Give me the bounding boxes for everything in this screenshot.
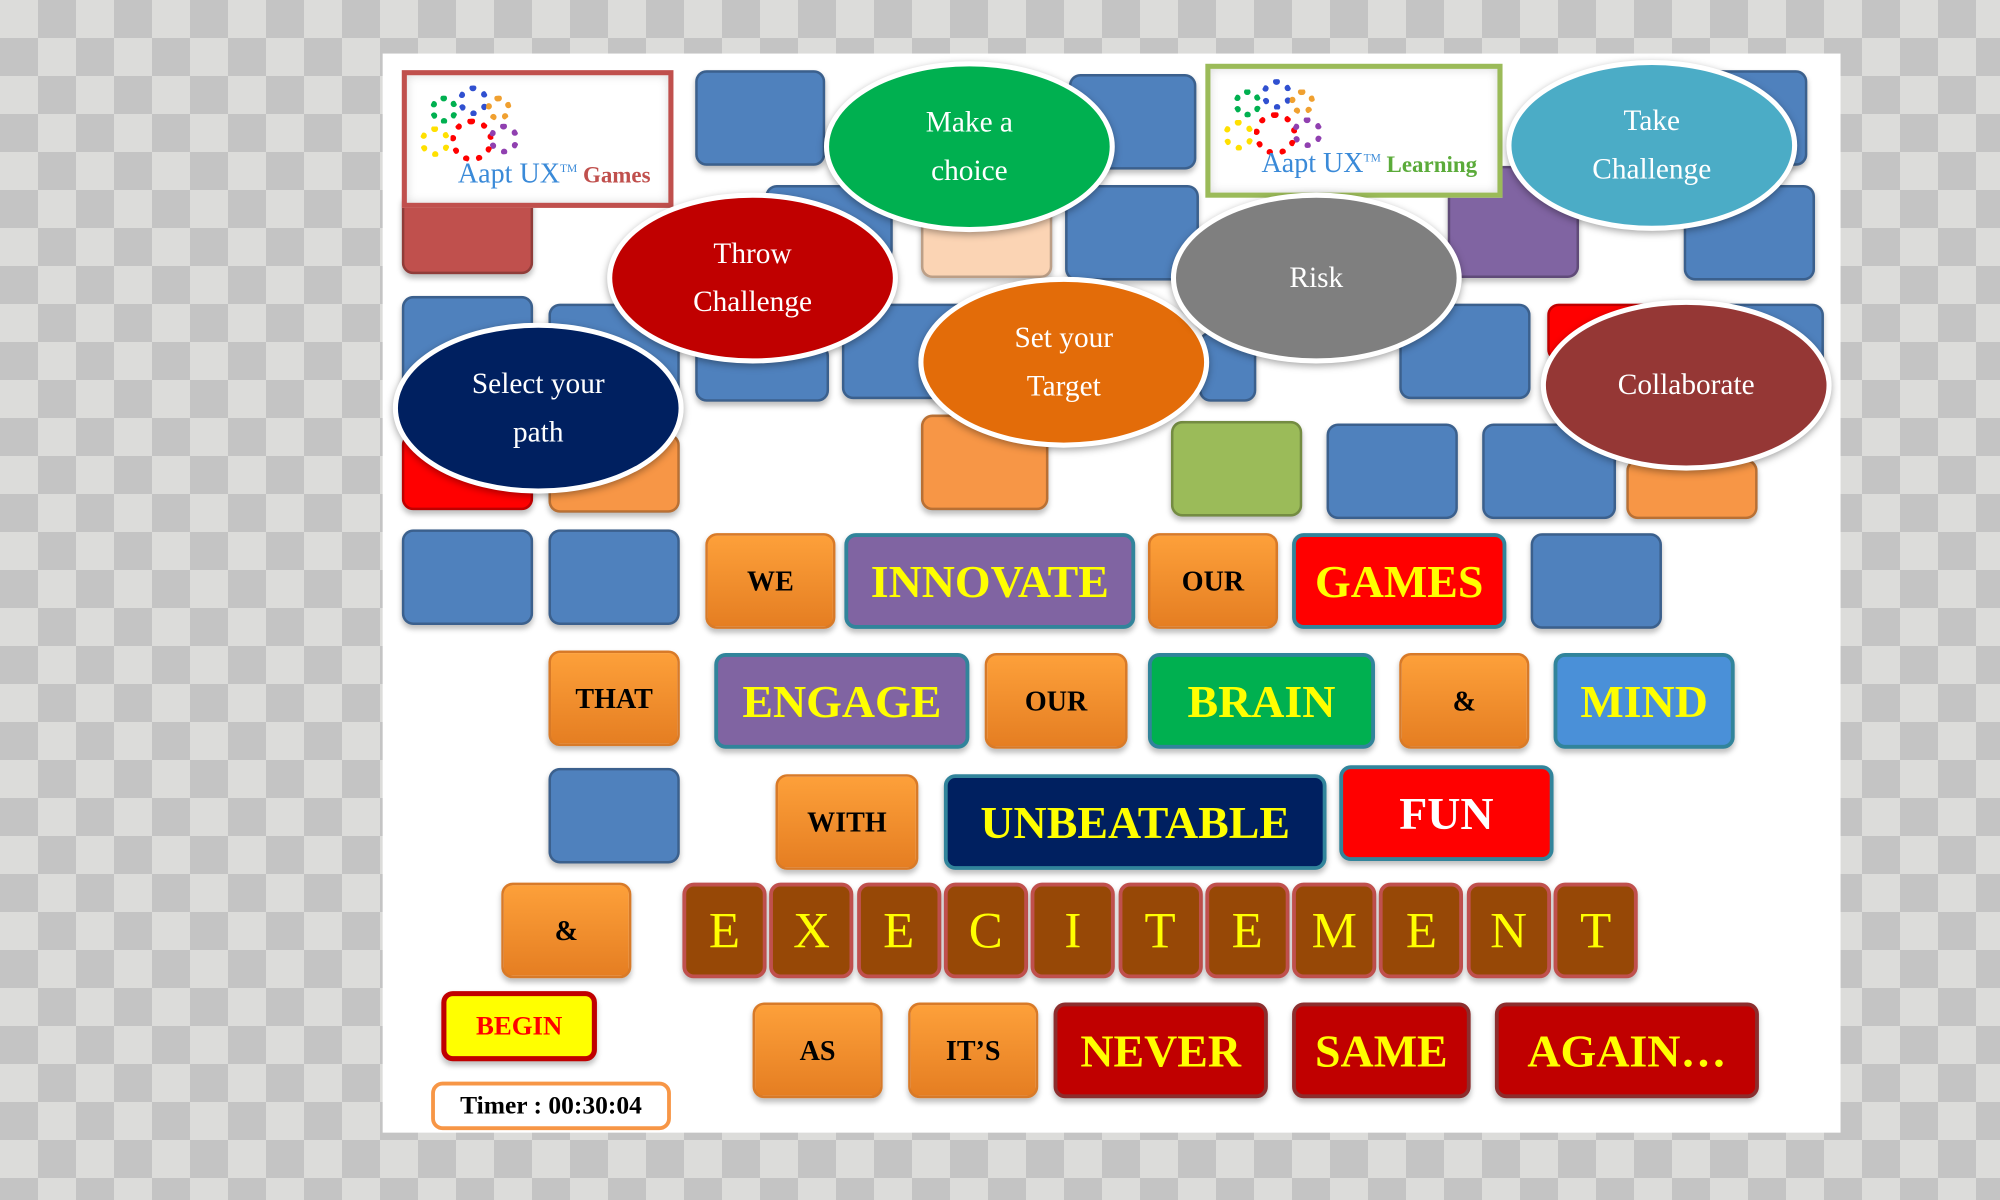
- board-block: [548, 767, 680, 864]
- bubble-collaborate[interactable]: Collaborate: [1540, 299, 1832, 471]
- gear-icon: [429, 95, 458, 124]
- word-tile: UNBEATABLE: [943, 774, 1327, 870]
- gear-icon: [1292, 117, 1323, 148]
- gear-icon: [488, 123, 520, 155]
- letter-tile: T: [1553, 882, 1638, 979]
- word-tile: AGAIN…: [1494, 1002, 1759, 1099]
- board-block: [1170, 420, 1303, 517]
- word-tile: OUR: [1147, 533, 1279, 629]
- word-tile: THAT: [548, 650, 680, 747]
- word-tile: AS: [752, 1002, 883, 1099]
- word-tile: BRAIN: [1147, 653, 1375, 749]
- gear-icon: [1233, 89, 1262, 118]
- letter-tile: E: [1205, 882, 1290, 979]
- word-tile: INNOVATE: [844, 533, 1136, 629]
- word-tile: WE: [705, 533, 836, 629]
- word-tile: ENGAGE: [714, 653, 970, 749]
- gear-icon: [1261, 79, 1293, 110]
- word-tile: WITH: [775, 774, 919, 870]
- gear-icon: [1223, 119, 1254, 151]
- gear-icon: [457, 85, 489, 117]
- bubble-make-a-choice[interactable]: Make a choice: [823, 61, 1115, 233]
- letter-tile: C: [943, 882, 1028, 979]
- word-tile: NEVER: [1053, 1002, 1268, 1099]
- word-tile: &: [1399, 653, 1530, 749]
- board-block: [548, 529, 680, 625]
- logo-text: Aapt UXTM Learning: [1261, 146, 1478, 179]
- begin-button[interactable]: BEGIN: [441, 991, 597, 1062]
- bubble-select-your-path[interactable]: Select your path: [392, 322, 684, 494]
- gear-icon: [450, 118, 494, 162]
- board-block: [695, 70, 826, 166]
- board-block: [1530, 533, 1662, 629]
- bubble-risk[interactable]: Risk: [1170, 192, 1462, 364]
- board-block: [401, 529, 534, 625]
- letter-tile: X: [769, 882, 854, 979]
- letter-tile: E: [856, 882, 941, 979]
- letter-tile: N: [1466, 882, 1551, 979]
- letter-tile: I: [1030, 882, 1116, 979]
- logo-games: Aapt UXTM Games: [401, 70, 674, 208]
- timer-display: Timer : 00:30:04: [431, 1081, 671, 1131]
- word-tile: FUN: [1339, 765, 1554, 861]
- word-tile: MIND: [1553, 653, 1735, 749]
- gear-icon: [485, 95, 512, 122]
- letter-tile: T: [1117, 882, 1203, 979]
- bubble-take-challenge[interactable]: Take Challenge: [1506, 59, 1798, 231]
- word-tile: OUR: [984, 653, 1128, 749]
- logo-text: Aapt UXTM Games: [457, 156, 651, 189]
- board-block: [1326, 423, 1458, 520]
- word-tile: IT’S: [908, 1002, 1039, 1099]
- letter-tile: E: [1379, 882, 1464, 979]
- bubble-throw-challenge[interactable]: Throw Challenge: [607, 192, 898, 364]
- logo-learning: Aapt UXTM Learning: [1205, 63, 1503, 198]
- word-tile: GAMES: [1292, 533, 1507, 629]
- word-tile: SAME: [1292, 1002, 1471, 1099]
- gear-icon: [1289, 89, 1316, 115]
- gear-icon: [419, 126, 451, 157]
- bubble-set-your-target[interactable]: Set your Target: [918, 276, 1210, 448]
- word-tile: &: [501, 882, 632, 979]
- letter-tile: E: [682, 882, 767, 979]
- letter-tile: M: [1292, 882, 1377, 979]
